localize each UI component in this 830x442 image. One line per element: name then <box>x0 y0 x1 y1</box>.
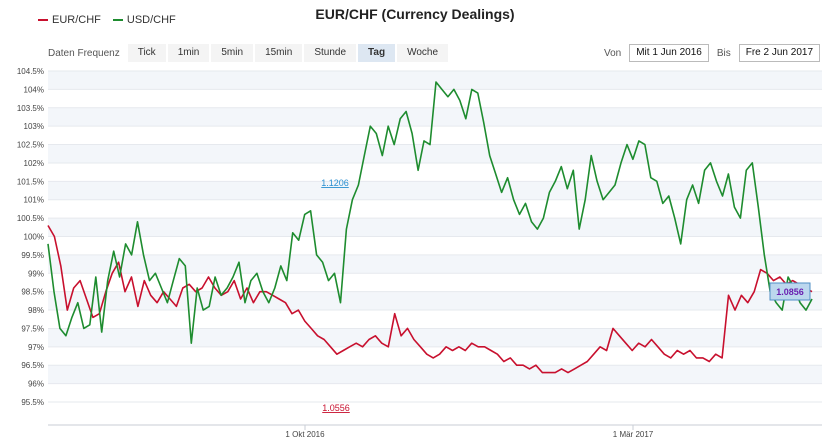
grid-band <box>48 71 822 90</box>
chart-title: EUR/CHF (Currency Dealings) <box>315 6 515 22</box>
legend-label-eurchf: EUR/CHF <box>52 14 101 26</box>
last-value-label: 1.0856 <box>776 287 804 297</box>
min-annotation: 1.0556 <box>322 403 350 413</box>
freq-button-tag[interactable]: Tag <box>358 44 396 62</box>
y-tick-label: 100% <box>24 233 44 242</box>
freq-button-1min[interactable]: 1min <box>167 44 210 62</box>
max-annotation: 1.1206 <box>321 178 349 188</box>
grid-band <box>48 181 822 200</box>
y-tick-label: 99% <box>28 269 44 278</box>
grid-band <box>48 254 822 274</box>
legend-swatch-usdchf <box>112 19 123 21</box>
to-date-input[interactable]: Fre 2 Jun 2017 <box>738 44 820 62</box>
y-tick-label: 102% <box>24 159 44 168</box>
grid-band <box>48 365 822 384</box>
freq-button-15min[interactable]: 15min <box>255 44 303 62</box>
freq-button-stunde[interactable]: Stunde <box>304 44 357 62</box>
grid-band <box>48 218 822 237</box>
y-tick-label: 101% <box>24 196 44 205</box>
y-tick-label: 103.5% <box>17 104 44 113</box>
series-line-eurchf <box>47 225 813 374</box>
y-tick-label: 102.5% <box>17 141 44 150</box>
from-label: Von <box>603 47 622 59</box>
y-tick-label: 98% <box>28 306 44 315</box>
series-line-usdchf <box>47 81 813 345</box>
x-tick-label: 1 Okt 2016 <box>285 430 325 439</box>
y-tick-label: 99.5% <box>21 251 44 260</box>
frequency-label: Daten Frequenz <box>48 47 120 59</box>
grid-band <box>48 328 822 347</box>
date-range: Von Mit 1 Jun 2016 Bis Fre 2 Jun 2017 <box>604 44 820 62</box>
to-label: Bis <box>716 47 731 59</box>
from-date-input[interactable]: Mit 1 Jun 2016 <box>629 44 709 62</box>
frequency-toolbar: Daten Frequenz Tick 1min 5min 15min Stun… <box>48 44 450 62</box>
y-tick-label: 104.5% <box>17 67 44 76</box>
y-tick-label: 104% <box>24 85 44 94</box>
x-tick-label: 1 Mär 2017 <box>613 430 654 439</box>
y-tick-label: 96% <box>28 380 44 389</box>
grid-band <box>48 107 822 127</box>
y-tick-label: 96.5% <box>21 361 44 370</box>
legend-swatch-eurchf <box>38 19 48 21</box>
y-tick-label: 97.5% <box>21 324 44 333</box>
y-tick-label: 100.5% <box>17 214 44 223</box>
last-value-box <box>769 282 811 301</box>
freq-button-tick[interactable]: Tick <box>127 44 166 62</box>
legend-item-usdchf[interactable]: USD/CHF <box>112 14 176 26</box>
legend-label-usdchf: USD/CHF <box>126 14 176 26</box>
y-tick-label: 101.5% <box>17 177 44 186</box>
freq-button-woche[interactable]: Woche <box>397 44 449 62</box>
chart-legend: EUR/CHF USD/CHF <box>38 14 176 26</box>
y-tick-label: 97% <box>28 343 44 352</box>
freq-button-5min[interactable]: 5min <box>211 44 254 62</box>
y-tick-label: 103% <box>24 122 44 131</box>
y-tick-label: 98.5% <box>21 288 44 297</box>
legend-item-eurchf[interactable]: EUR/CHF <box>38 14 101 26</box>
y-tick-label: 95.5% <box>21 398 44 407</box>
grid-band <box>48 144 822 163</box>
